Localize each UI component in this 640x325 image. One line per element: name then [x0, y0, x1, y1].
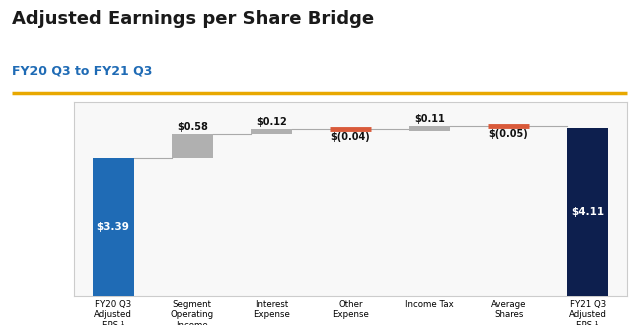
Text: FY20 Q3 to FY21 Q3: FY20 Q3 to FY21 Q3: [12, 65, 152, 78]
Bar: [251, 129, 292, 134]
Bar: [93, 158, 134, 296]
Text: $0.58: $0.58: [177, 122, 207, 132]
Text: $0.12: $0.12: [256, 117, 287, 127]
Text: $0.11: $0.11: [414, 114, 445, 124]
Text: $(0.05): $(0.05): [489, 129, 529, 139]
Text: $(0.04): $(0.04): [330, 132, 371, 142]
Text: Adjusted Earnings per Share Bridge: Adjusted Earnings per Share Bridge: [12, 10, 374, 28]
Bar: [172, 134, 212, 158]
Bar: [567, 128, 608, 296]
Text: $4.11: $4.11: [571, 207, 604, 217]
Text: $3.39: $3.39: [97, 222, 129, 232]
Bar: [409, 126, 450, 131]
